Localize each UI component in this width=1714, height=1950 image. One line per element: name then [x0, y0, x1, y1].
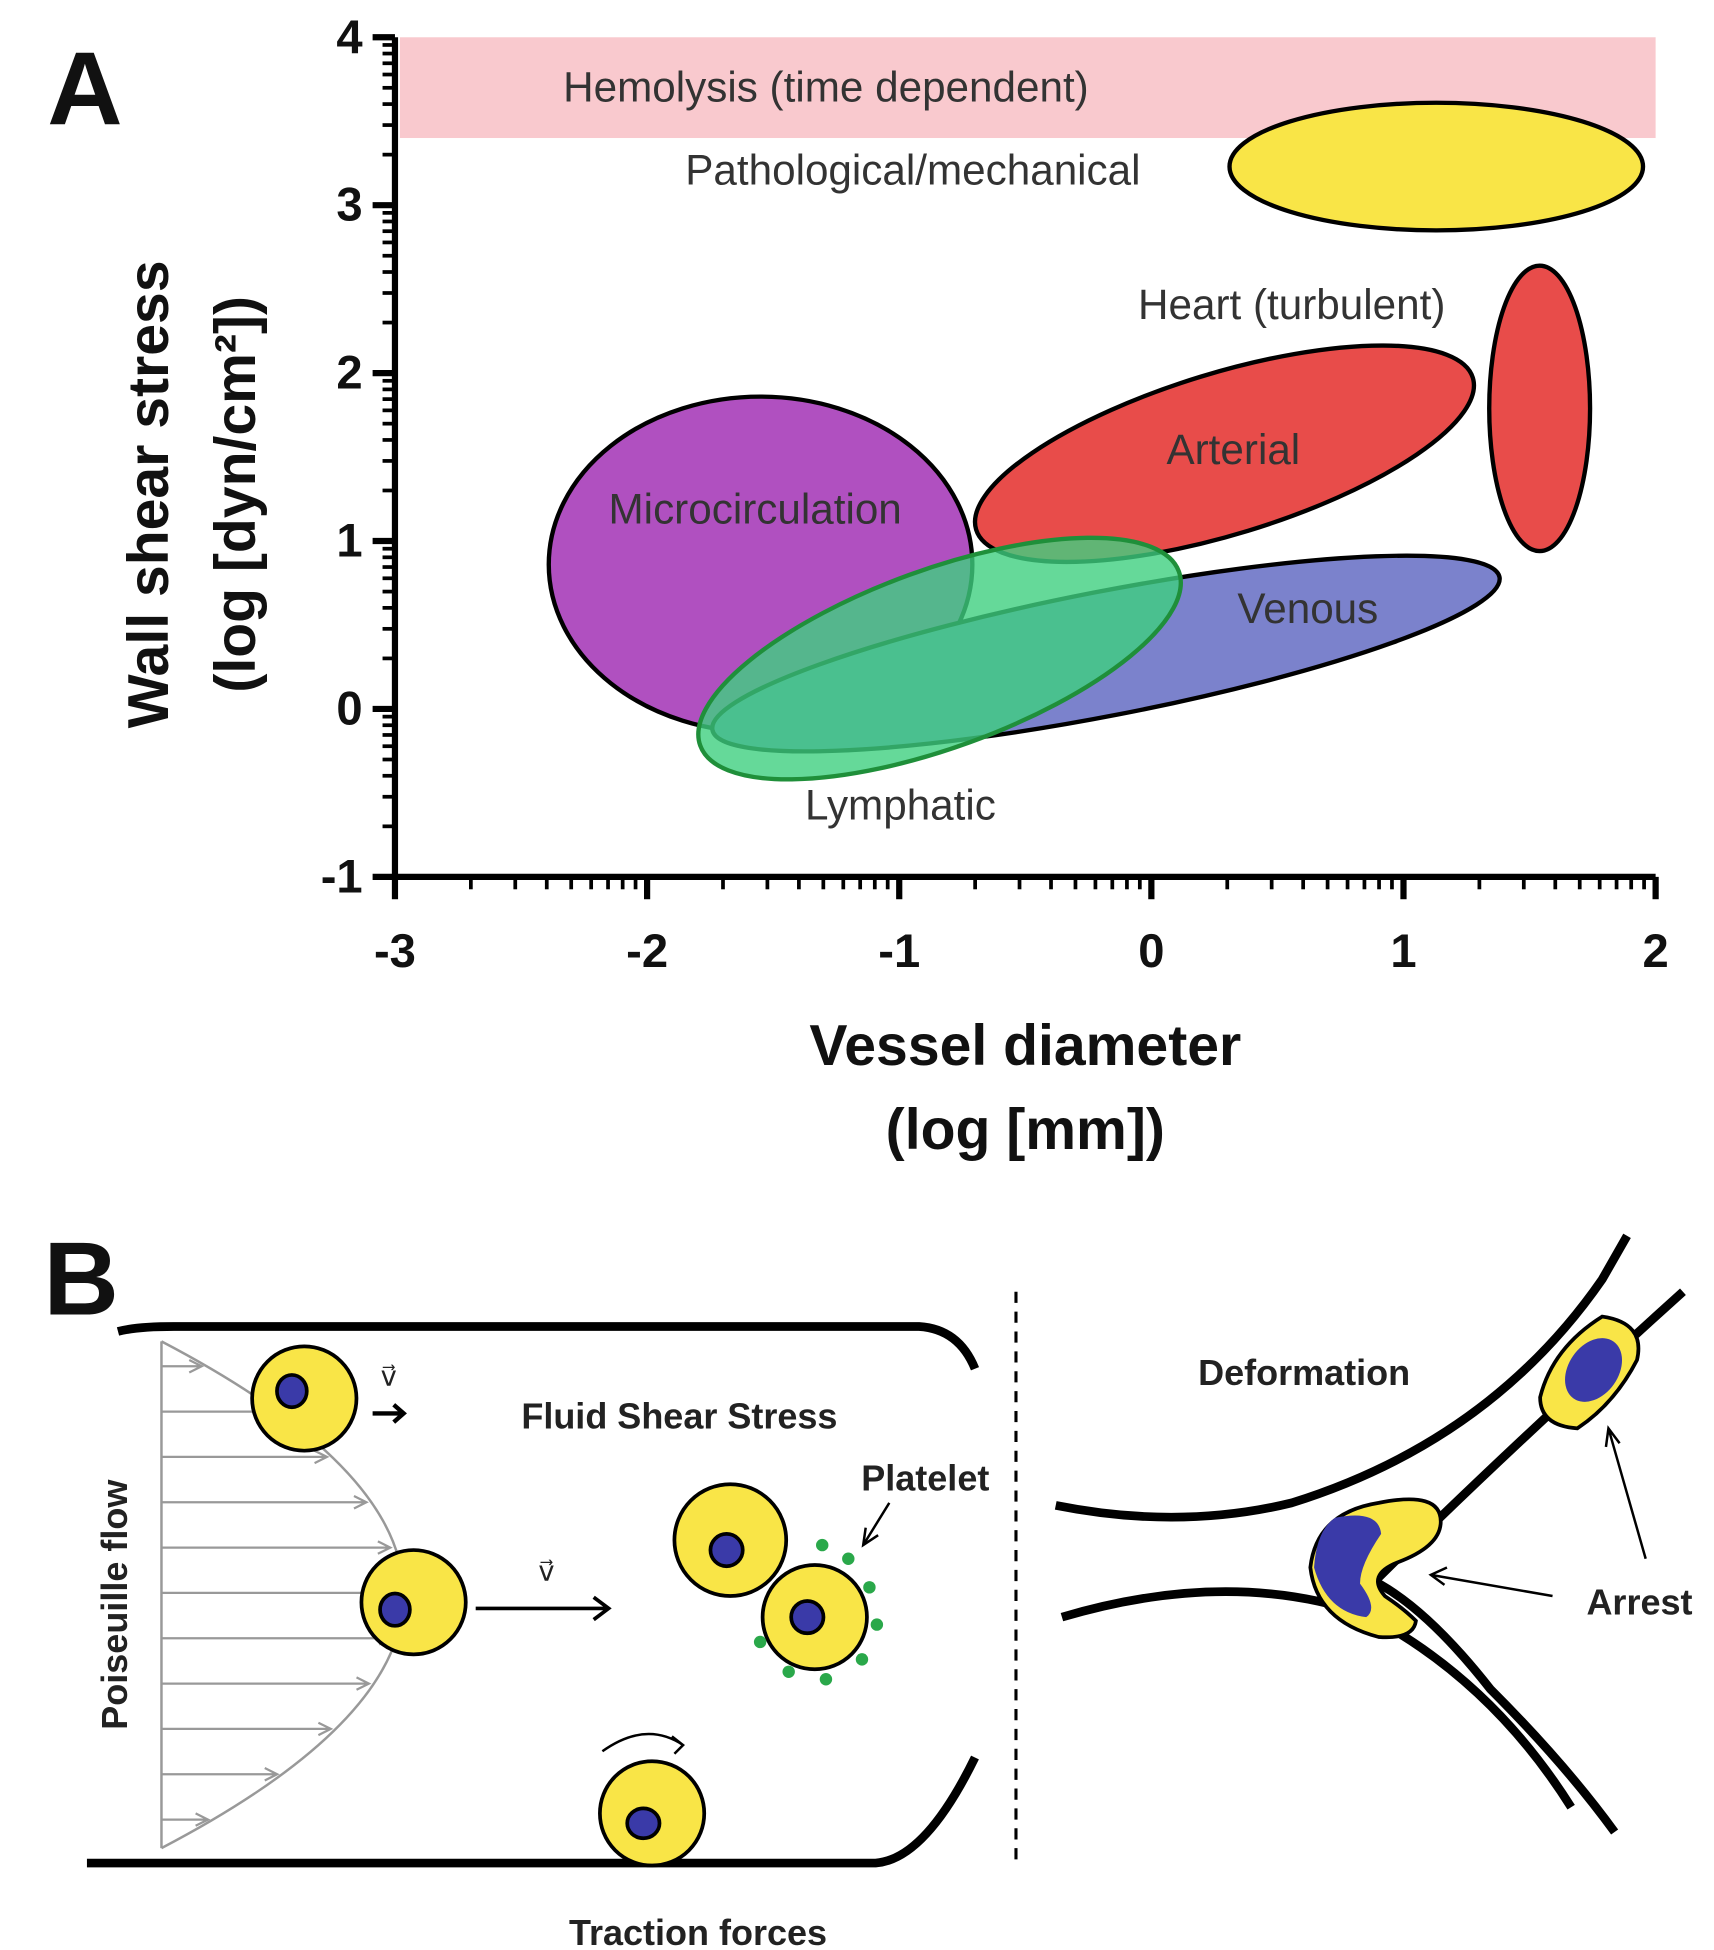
platelet-label: Platelet: [861, 1458, 989, 1499]
rotation-arrow: [601, 1732, 685, 1755]
y-tick-label: 2: [336, 347, 362, 400]
fluid-label: Fluid Shear Stress: [521, 1395, 837, 1436]
platelet: [816, 1538, 829, 1552]
region: [696, 535, 1183, 782]
platelet: [855, 1653, 869, 1666]
profile-arrow: [161, 1812, 211, 1827]
region-label: Pathological/mechanical: [685, 147, 1140, 194]
band-label: Hemolysis (time dependent): [563, 63, 1089, 110]
pointer: [1604, 1425, 1647, 1560]
x-tick-label: -3: [374, 925, 416, 978]
platelet: [753, 1635, 767, 1649]
pointer: [1428, 1566, 1553, 1598]
arrows: [372, 1403, 1647, 1755]
nucleus: [1565, 1338, 1623, 1402]
platelet: [870, 1618, 884, 1631]
velocity-arrow: [475, 1595, 612, 1622]
profile-arrow: [161, 1359, 205, 1374]
panel-label: A: [47, 31, 122, 147]
platelet: [819, 1673, 833, 1686]
region: [1487, 263, 1593, 554]
profile-arrow: [161, 1449, 330, 1465]
x-tick-label: 2: [1642, 925, 1668, 978]
region-label: Venous: [1237, 585, 1378, 632]
panel-label: B: [43, 1221, 118, 1337]
profile-arrow: [161, 1767, 280, 1782]
x-tick-label: -1: [878, 925, 920, 978]
vessel-wall: [1364, 1573, 1619, 1835]
vessel-wall: [116, 1322, 980, 1371]
cells: [250, 1314, 1641, 1868]
y-tick-label: -1: [321, 850, 363, 903]
y-tick-label: 1: [336, 515, 362, 568]
profile-arrow: [161, 1721, 334, 1737]
cell: [359, 1548, 468, 1657]
profile-arrow: [161, 1676, 372, 1691]
region-label: Heart (turbulent): [1138, 281, 1445, 328]
vessel-wall: [86, 1755, 979, 1868]
profile-arrow: [161, 1631, 395, 1646]
region-label: Microcirculation: [609, 486, 902, 533]
region-label: Arterial: [1166, 426, 1300, 473]
platelet: [782, 1665, 795, 1678]
platelet: [863, 1581, 876, 1594]
y-axis-label: (log [dyn/cm²]): [204, 296, 268, 693]
profile-arrow: [161, 1540, 393, 1555]
y-tick-label: 4: [336, 11, 362, 64]
x-axis-label: (log [mm]): [886, 1098, 1165, 1162]
nucleus: [275, 1373, 309, 1410]
chart: Hemolysis (time dependent) Pathological/m…: [117, 11, 1669, 1162]
nucleus: [789, 1599, 826, 1636]
x-axis-label: Vessel diameter: [809, 1014, 1241, 1078]
region: [972, 343, 1477, 565]
y-tick-label: 0: [336, 682, 362, 735]
region: [1227, 100, 1646, 233]
traction-label: Traction forces: [569, 1912, 827, 1950]
velocity-label: v⃗: [381, 1361, 397, 1392]
nucleus: [625, 1806, 662, 1841]
vessel-wall: [1054, 1233, 1631, 1522]
velocity-label: v⃗: [538, 1556, 554, 1587]
platelets: [753, 1538, 884, 1686]
nucleus: [708, 1532, 745, 1569]
diagram: [86, 1233, 1686, 1868]
y-axis-label: Wall shear stress: [117, 260, 181, 728]
deformation-label: Deformation: [1198, 1352, 1410, 1393]
y-tick-label: 3: [336, 179, 362, 232]
platelet: [842, 1552, 855, 1565]
x-tick-label: 1: [1390, 925, 1416, 978]
x-tick-label: 0: [1138, 925, 1164, 978]
nucleus: [378, 1591, 412, 1628]
region-label: Lymphatic: [805, 781, 996, 828]
profile-arrow: [161, 1495, 369, 1510]
nucleus: [1314, 1515, 1382, 1618]
velocity-arrow: [372, 1403, 407, 1424]
flow-label: Poiseuille flow: [94, 1479, 135, 1730]
pointer: [861, 1502, 891, 1548]
arrest-label: Arrest: [1586, 1582, 1692, 1623]
x-tick-label: -2: [626, 925, 668, 978]
